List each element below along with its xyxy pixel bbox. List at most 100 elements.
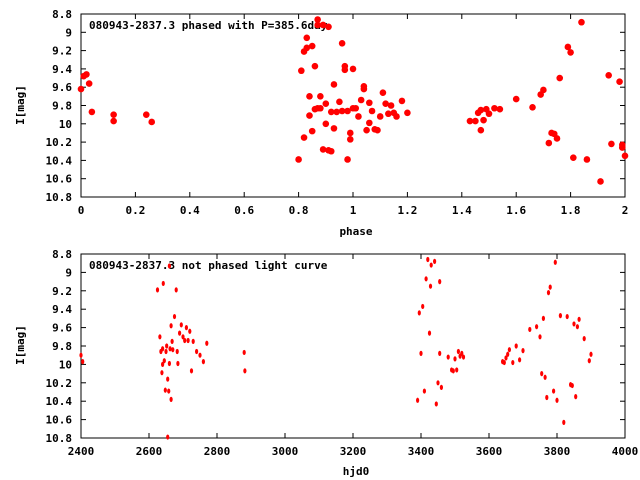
data-point [434,401,438,407]
data-point [306,112,313,119]
data-point [303,44,311,52]
data-series [79,256,593,440]
data-point [160,370,164,376]
data-point [540,86,547,94]
data-point [319,146,327,153]
data-point [346,129,354,137]
data-point [357,96,365,104]
data-point [545,139,553,147]
data-point [504,355,508,361]
data-point [317,93,324,100]
y-tick-label: 10.6 [46,414,73,427]
data-point [322,100,330,107]
data-point [174,287,178,293]
data-point [317,104,324,112]
data-point [333,108,340,116]
y-tick-label: 9.2 [52,285,72,298]
x-tick-label: 0.4 [180,204,200,217]
data-point [518,357,522,363]
data-point [376,113,384,120]
data-point [327,147,335,155]
data-point [556,74,564,82]
data-point [608,140,615,148]
data-point [570,382,574,389]
data-point [308,127,316,135]
y-tick-label: 9 [65,26,72,39]
data-point [142,111,150,118]
data-point [616,78,623,86]
data-point [181,334,185,340]
data-point [352,104,360,112]
data-point [438,350,442,356]
data-point [605,72,612,79]
data-point [565,313,569,320]
data-point [574,394,578,400]
data-point [158,334,162,340]
data-point [148,118,156,126]
data-point [330,81,338,88]
data-point [325,23,332,31]
data-point [506,351,510,357]
data-point [201,359,205,365]
y-tick-label: 10 [59,358,72,371]
data-point [360,82,368,90]
data-point [429,262,433,268]
data-point [243,368,247,374]
data-point [587,358,591,364]
data-point [161,280,165,287]
data-point [541,315,546,321]
data-point [466,117,474,125]
data-point [186,337,190,344]
data-point [460,350,464,356]
data-point [341,62,349,70]
data-series [77,16,629,185]
data-point [546,290,551,296]
data-point [308,42,316,50]
data-point [597,178,604,185]
phased-light-curve-panel: 0 0.2 0.4 0.6 0.8 1 1.2 1.4 1.6 1.8 2 8.8 9 9.2 9.4 9.6… [14,8,628,238]
y-tick-label: 9.8 [52,340,72,353]
unphased-light-curve-panel: 2400 2600 2800 3000 3200 3400 3600 3800 4000 8.8 9… [14,248,638,478]
data-point [176,360,180,367]
data-point [419,350,423,356]
data-point [428,283,433,289]
data-point [374,126,381,134]
data-point [562,419,566,425]
y-tick-label: 9.6 [52,81,72,94]
data-point [338,39,346,47]
data-point [535,324,539,330]
data-point [330,125,338,132]
x-tick-label: 3400 [408,445,435,458]
x-tick-label: 1.6 [506,204,526,217]
data-point [436,380,440,386]
data-point [170,338,174,344]
data-point [480,116,487,124]
data-point [558,313,563,319]
data-point [165,343,169,349]
data-point [589,351,593,357]
data-point [366,119,373,127]
data-point [191,338,195,344]
data-point [477,126,485,134]
x-tick-label: 2800 [204,445,231,458]
data-point [322,120,330,128]
data-point [189,368,194,374]
data-point [155,287,160,293]
data-point [366,99,373,107]
data-point [572,321,576,327]
x-tick-label: 1.4 [452,204,472,217]
data-point [416,397,420,403]
data-point [344,107,351,115]
data-point [451,368,455,374]
chart-title: 080943-2837.3 phased with P=385.6day [89,19,328,32]
data-point [168,346,172,352]
data-point [161,361,165,367]
data-point [298,67,305,75]
data-point [485,110,493,118]
data-point [507,347,511,353]
data-point [564,43,572,51]
x-tick-label: 1 [350,204,357,217]
data-point [110,117,117,125]
